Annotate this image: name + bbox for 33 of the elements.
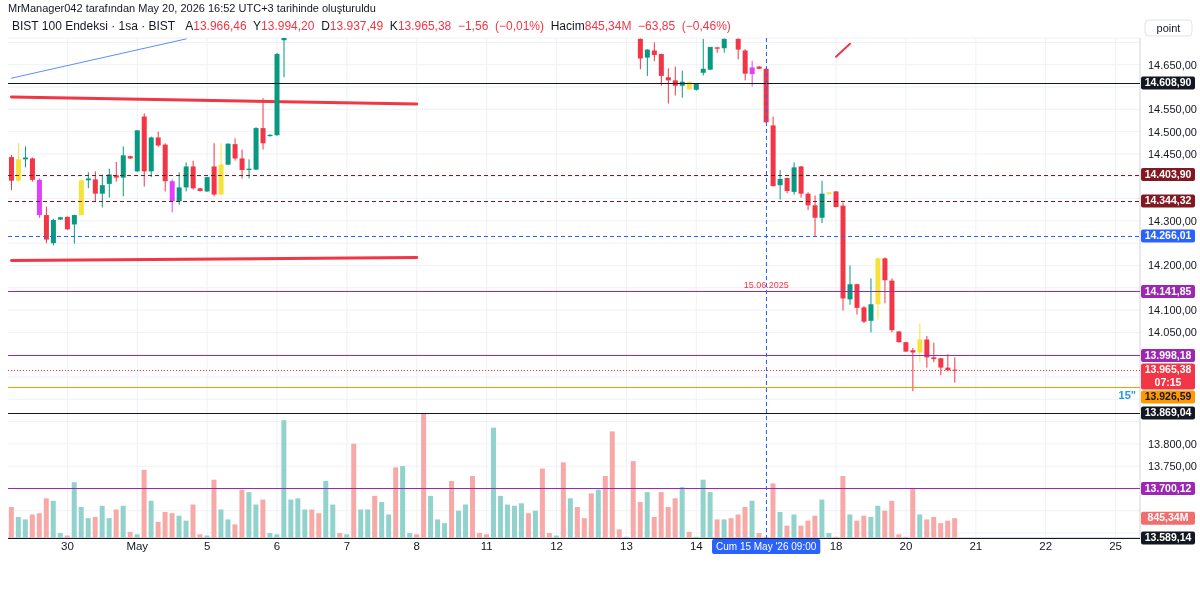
x-tick-label: 25 <box>1109 540 1122 552</box>
text: A13.966,46 Y13.994,20 D13.937,49 K13.965,38 −1,56 (−0,01%) Hacim845,34M −63,85 (−0,46%) <box>185 19 731 33</box>
y-tick-label: 14.200,00 <box>1148 259 1197 272</box>
text: 845,34M <box>1147 511 1189 524</box>
x-tick-label: 5 <box>203 540 211 552</box>
x-tick-label: 13 <box>620 540 633 552</box>
x-tick-label: 6 <box>273 540 281 552</box>
y-tick-label: 14.450,00 <box>1148 147 1197 160</box>
y-tick-label: 14.650,00 <box>1148 58 1197 71</box>
x-tick-label: Cum 15 May '26 09:00 <box>716 541 817 552</box>
y-tick-label: 14.300,00 <box>1148 214 1197 227</box>
x-tick-label: 22 <box>1039 540 1053 552</box>
x-tick-label: May <box>126 540 149 552</box>
y-tick-label: 14.050,00 <box>1148 326 1197 339</box>
text: MrManager042 tarafından May 20, 2026 16:52 UTC+3 tarihinde oluşturuldu <box>8 2 376 14</box>
x-tick-label: 11 <box>480 540 493 552</box>
x-tick-label: 18 <box>829 540 843 552</box>
annotation: 15" <box>1118 389 1136 401</box>
y-axis-title: point <box>1156 22 1181 34</box>
y-tick-label: 14.500,00 <box>1148 125 1197 138</box>
x-tick-label: 30 <box>61 540 74 552</box>
y-tick-label: 14.550,00 <box>1148 103 1197 116</box>
x-tick-label: 12 <box>550 540 563 552</box>
x-tick-label: 8 <box>413 540 420 552</box>
x-tick-label: 14 <box>689 540 704 552</box>
x-tick-label: 20 <box>899 540 913 552</box>
x-tick-label: 21 <box>969 540 983 552</box>
y-tick-label: 13.800,00 <box>1148 437 1197 450</box>
y-tick-label: 13.750,00 <box>1148 460 1197 473</box>
y-tick-label: 14.100,00 <box>1148 304 1197 317</box>
chart-title: BIST 100 Endeksi · 1sa · BIST <box>12 19 176 33</box>
x-tick-label: 7 <box>343 540 351 552</box>
annotation: 15.06.2025 <box>743 279 789 290</box>
